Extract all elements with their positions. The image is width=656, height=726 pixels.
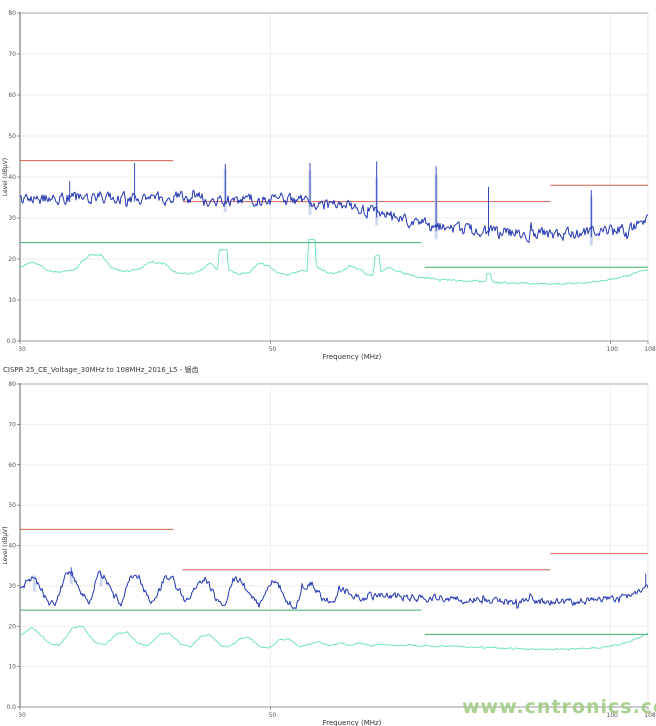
emi-chart-bottom: 80 70 60 50 40 30 20 10 0.0 30 50 100 108 Level (dBµV… bbox=[0, 378, 656, 726]
peak-trace bbox=[20, 570, 648, 610]
y-tick-label: 50 bbox=[8, 133, 16, 140]
y-axis-title: Level (dBµV) bbox=[2, 158, 9, 196]
y-tick-label: 0.0 bbox=[6, 704, 16, 711]
peak-trace bbox=[20, 190, 648, 243]
x-axis-title: Frequency (MHz) bbox=[323, 353, 382, 361]
y-tick-label: 20 bbox=[8, 623, 16, 630]
y-tick-label: 70 bbox=[8, 51, 16, 58]
y-tick-label: 30 bbox=[8, 215, 16, 222]
y-tick-label: 20 bbox=[8, 256, 16, 263]
y-tick-label: 30 bbox=[8, 583, 16, 590]
y-tick-label: 60 bbox=[8, 92, 16, 99]
average-trace bbox=[20, 625, 648, 651]
y-tick-label: 40 bbox=[8, 174, 16, 181]
watermark-text: www.cntronics.com bbox=[462, 696, 656, 718]
x-tick-label: 108 bbox=[644, 712, 656, 719]
traces-group bbox=[20, 161, 648, 286]
x-tick-label: 30 bbox=[18, 712, 26, 719]
y-tick-label: 70 bbox=[8, 421, 16, 428]
x-tick-label: 108 bbox=[644, 346, 656, 353]
average-trace bbox=[20, 238, 648, 286]
y-tick-label: 80 bbox=[8, 381, 16, 388]
y-tick-label: 50 bbox=[8, 502, 16, 509]
y-tick-label: 80 bbox=[8, 10, 16, 17]
chart-bottom-title: CISPR 25_CE_Voltage_30MHz to 108MHz_2016… bbox=[3, 366, 199, 374]
y-tick-label: 10 bbox=[8, 297, 16, 304]
x-tick-label: 30 bbox=[18, 346, 26, 353]
x-tick-label: 100 bbox=[607, 346, 619, 353]
x-tick-label: 50 bbox=[269, 712, 277, 719]
y-tick-label: 60 bbox=[8, 462, 16, 469]
y-tick-label: 0.0 bbox=[6, 338, 16, 345]
x-tick-label: 100 bbox=[607, 712, 619, 719]
y-tick-label: 40 bbox=[8, 543, 16, 550]
emi-chart-top: 80 70 60 50 40 30 20 10 0.0 30 50 100 108 Level (dBµV… bbox=[2, 10, 656, 361]
y-axis-title: Level (dBµV) bbox=[2, 526, 9, 564]
x-axis-title: Frequency (MHz) bbox=[323, 719, 382, 726]
x-tick-label: 50 bbox=[269, 346, 277, 353]
y-tick-label: 10 bbox=[8, 664, 16, 671]
traces-group bbox=[20, 567, 648, 651]
